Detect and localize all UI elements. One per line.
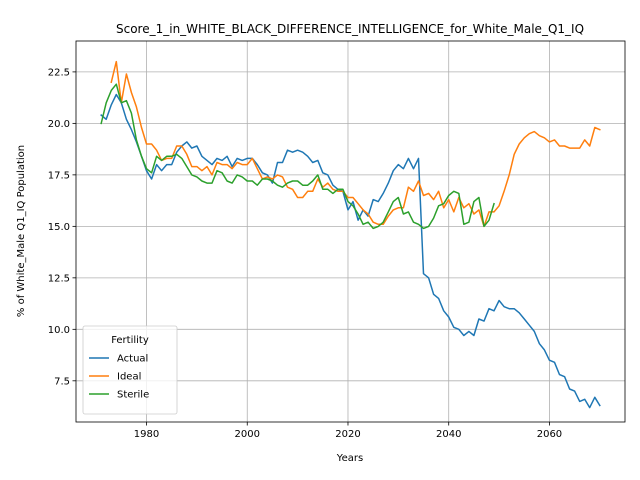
y-tick-label: 20.0 (48, 119, 70, 130)
y-tick-label: 10.0 (48, 325, 70, 336)
legend: Fertility Actual Ideal Sterile (82, 325, 178, 415)
legend-title: Fertility (111, 335, 149, 346)
x-axis-label: Years (336, 453, 363, 464)
grid-lines (76, 41, 625, 422)
legend-label-ideal: Ideal (117, 372, 141, 383)
legend-entries: Actual Ideal Sterile (89, 354, 149, 401)
series-line-actual (100, 93, 601, 409)
chart-title: Score_1_in_WHITE_BLACK_DIFFERENCE_INTELL… (116, 22, 584, 36)
y-tick-label: 12.5 (48, 273, 70, 284)
series-line-sterile (100, 83, 495, 230)
y-tick-label: 15.0 (48, 222, 70, 233)
x-tick-label: 2060 (537, 429, 562, 440)
y-tick-label: 17.5 (48, 170, 70, 181)
y-tick-label: 22.5 (48, 67, 70, 78)
series-lines (100, 60, 601, 409)
y-tick-label: 7.5 (54, 376, 70, 387)
x-tick-label: 1980 (134, 429, 159, 440)
x-tick-label: 2040 (436, 429, 461, 440)
y-axis-ticks: 7.5 10.0 12.5 15.0 17.5 20.0 22.5 (48, 67, 76, 387)
series-line-ideal (110, 60, 601, 228)
legend-label-actual: Actual (117, 354, 148, 365)
legend-box (82, 325, 178, 415)
y-axis-label: % of White_Male Q1_IQ Population (16, 145, 27, 317)
x-tick-label: 2020 (335, 429, 360, 440)
legend-label-sterile: Sterile (117, 390, 149, 401)
x-tick-label: 2000 (235, 429, 260, 440)
plot-frame (75, 40, 626, 423)
x-axis-ticks: 1980 2000 2020 2040 2060 (134, 422, 562, 440)
